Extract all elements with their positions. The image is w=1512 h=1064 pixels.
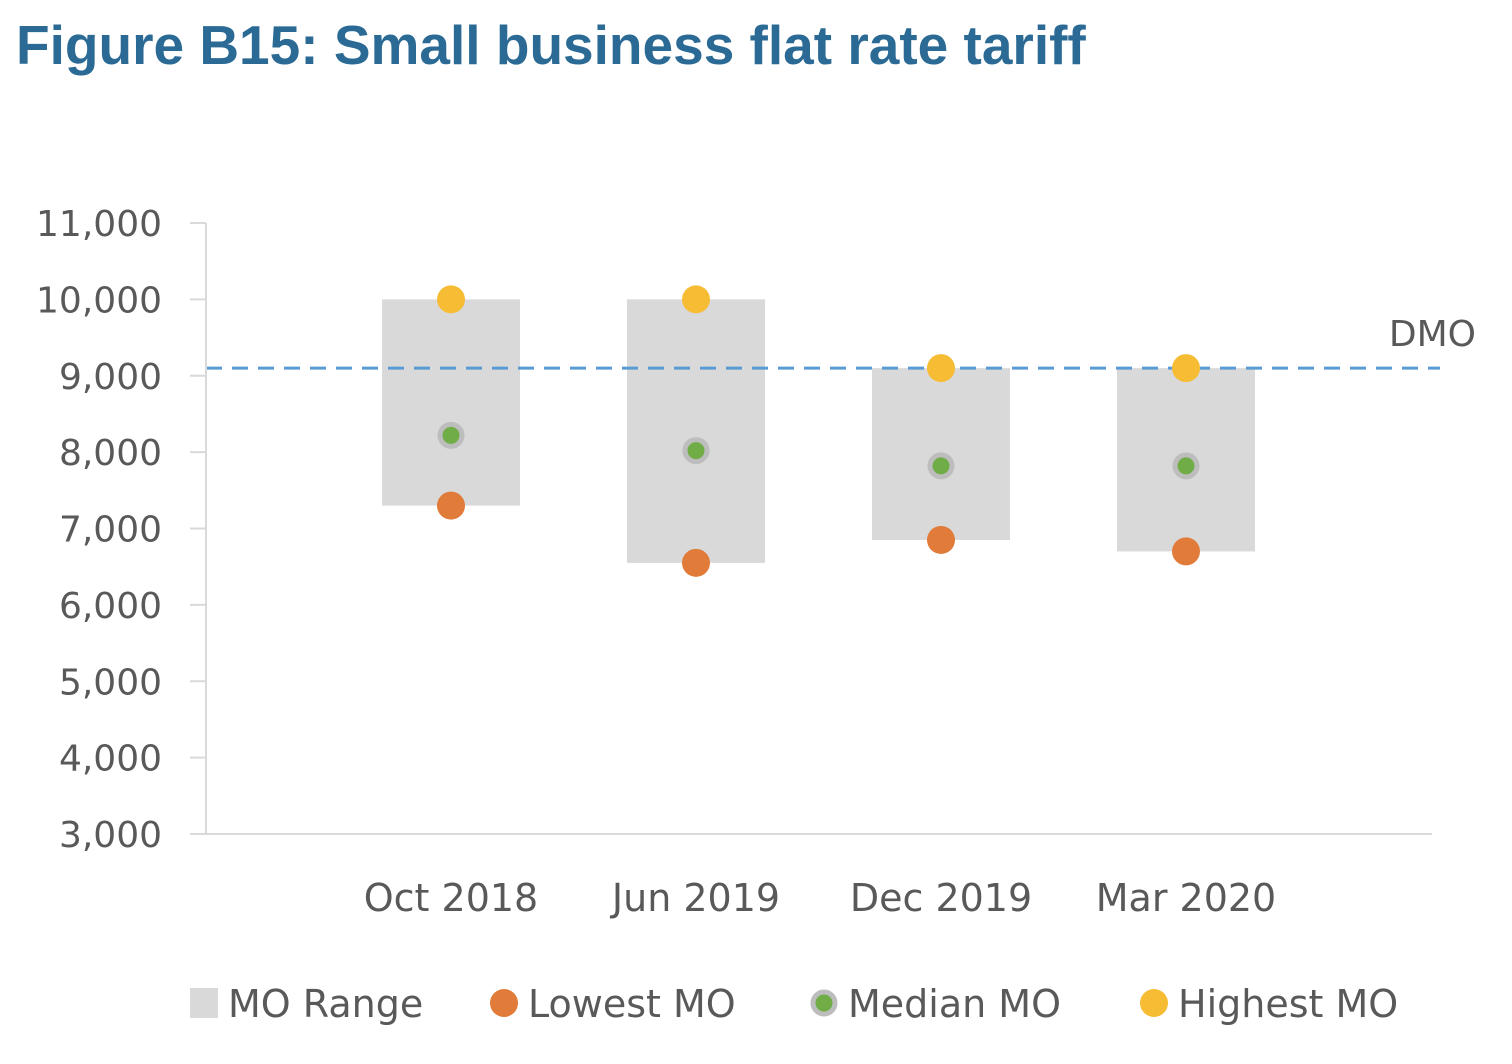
range-bars <box>382 299 1255 563</box>
legend-swatch-lowest-mo <box>490 989 518 1017</box>
dmo-reference: DMO <box>206 314 1476 370</box>
legend-swatch-mo-range <box>190 988 218 1018</box>
median-mo-point <box>682 437 710 465</box>
highest-mo-point <box>682 285 710 314</box>
x-category-label: Mar 2020 <box>1096 876 1276 920</box>
y-tick-label: 3,000 <box>59 815 162 856</box>
median-mo-point <box>927 452 955 480</box>
x-axis-labels: Oct 2018 Jun 2019 Dec 2019 Mar 2020 <box>364 876 1276 920</box>
x-category-label: Jun 2019 <box>610 876 780 920</box>
legend-label-mo-range: MO Range <box>228 982 423 1026</box>
lowest-mo-point <box>437 491 465 520</box>
y-tick-label: 9,000 <box>59 357 162 398</box>
range-bar-1 <box>382 299 520 506</box>
y-axis-ticks: 3,000 4,000 5,000 6,000 7,000 8,000 9,000 10,00… <box>36 204 206 856</box>
y-tick-label: 5,000 <box>59 662 162 703</box>
dmo-label: DMO <box>1389 314 1476 355</box>
y-tick-label: 11,000 <box>36 204 162 245</box>
y-tick-label: 10,000 <box>36 280 162 321</box>
legend-label-lowest-mo: Lowest MO <box>528 982 736 1026</box>
range-bar-2 <box>627 299 765 563</box>
lowest-mo-point <box>682 548 710 577</box>
highest-mo-point <box>1172 354 1200 383</box>
figure-title: Figure B15: Small business flat rate tar… <box>16 14 1086 76</box>
legend-label-highest-mo: Highest MO <box>1178 982 1398 1026</box>
highest-mo-point <box>927 354 955 383</box>
legend: MO Range Lowest MO Median MO Highest MO <box>190 982 1398 1026</box>
lowest-mo-point <box>1172 537 1200 566</box>
data-points <box>437 285 1200 577</box>
y-tick-label: 4,000 <box>59 739 162 780</box>
y-tick-label: 8,000 <box>59 433 162 474</box>
highest-mo-point <box>437 285 465 314</box>
legend-swatch-highest-mo <box>1140 989 1168 1017</box>
median-mo-point <box>1172 452 1200 480</box>
median-mo-point <box>437 421 465 449</box>
lowest-mo-point <box>927 525 955 554</box>
legend-swatch-median-mo <box>810 989 838 1017</box>
y-tick-label: 7,000 <box>59 510 162 551</box>
x-category-label: Dec 2019 <box>850 876 1032 920</box>
x-category-label: Oct 2018 <box>364 876 539 920</box>
y-tick-label: 6,000 <box>59 586 162 627</box>
legend-label-median-mo: Median MO <box>848 982 1061 1026</box>
